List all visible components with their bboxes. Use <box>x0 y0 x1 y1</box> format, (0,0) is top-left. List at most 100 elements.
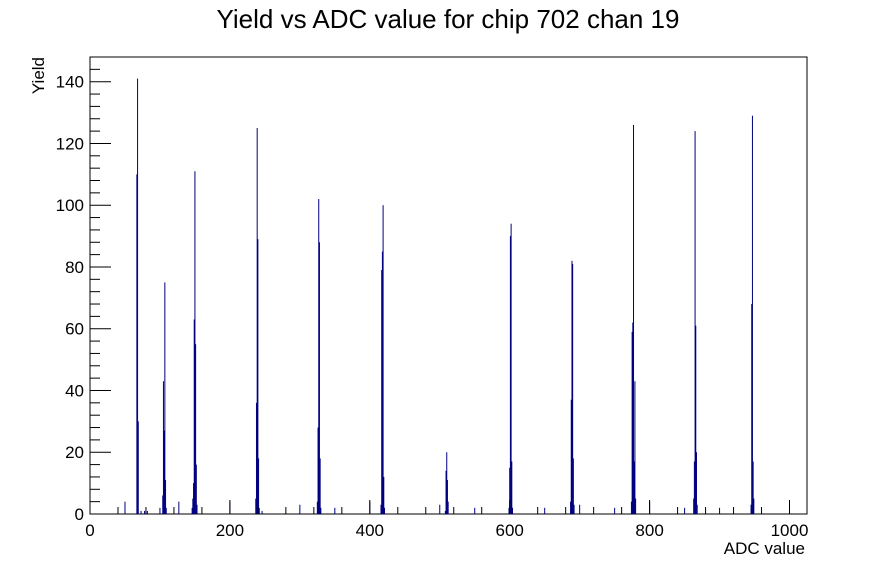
histogram-bar <box>446 480 448 514</box>
histogram-bar <box>318 199 320 515</box>
histogram-bar <box>693 461 695 514</box>
plot-frame <box>89 56 808 515</box>
histogram-bar <box>753 498 755 514</box>
x-axis: 0 200 400 600 800 1000 <box>85 500 808 540</box>
histogram-bar <box>614 507 616 514</box>
histogram-bar <box>334 507 336 514</box>
histogram-bar <box>684 507 686 514</box>
histogram-bar <box>510 223 512 515</box>
histogram-bar <box>255 498 257 514</box>
histogram-bar <box>380 504 382 514</box>
histogram-bar <box>630 501 632 514</box>
histogram-bar <box>512 507 514 514</box>
histogram-bar <box>719 507 721 514</box>
histogram-bar <box>195 464 197 514</box>
y-tick-label: 120 <box>56 134 84 153</box>
chart-title: Yield vs ADC value for chip 702 chan 19 <box>217 4 680 34</box>
y-tick-label: 20 <box>65 443 84 462</box>
x-tick-label: 0 <box>85 521 94 540</box>
histogram-bar <box>319 458 321 514</box>
y-tick-label: 100 <box>56 196 84 215</box>
histogram-bar <box>508 507 510 514</box>
histogram-bar <box>693 498 695 514</box>
histogram-bar <box>445 470 447 514</box>
histogram-bar <box>195 344 197 514</box>
histogram-bar <box>193 319 195 514</box>
histogram-bar <box>194 171 196 514</box>
histogram-bar <box>316 501 318 514</box>
x-tick-label: 200 <box>216 521 244 540</box>
y-axis-label: Yield <box>29 57 48 94</box>
histogram-bar <box>137 78 139 515</box>
x-tick-label: 800 <box>635 521 663 540</box>
histogram-bar <box>164 282 166 514</box>
histogram-bar <box>695 325 697 514</box>
histogram-bar <box>383 476 385 514</box>
histogram-bar <box>694 131 696 515</box>
y-tick-label: 140 <box>56 73 84 92</box>
y-tick-label: 0 <box>75 505 84 524</box>
histogram-bar <box>255 402 257 514</box>
y-tick-label: 80 <box>65 258 84 277</box>
histogram-bar <box>159 507 161 514</box>
histogram-bar <box>572 263 574 514</box>
histogram-bar <box>509 467 511 514</box>
histogram-bar <box>695 452 697 514</box>
histogram-bar <box>146 510 148 514</box>
histogram-bar <box>144 510 146 514</box>
histogram-bar <box>579 504 581 514</box>
histogram-bar <box>381 270 383 514</box>
histogram-bar <box>162 495 164 514</box>
histogram-bar <box>474 507 476 514</box>
histogram-bar <box>570 501 572 514</box>
histogram-bar <box>261 510 263 514</box>
histogram-bar <box>382 205 384 514</box>
histogram-bar <box>751 304 753 514</box>
histogram-bar <box>318 242 320 514</box>
histogram-bar <box>447 501 449 514</box>
histogram-bar <box>509 236 511 514</box>
x-tick-label: 600 <box>496 521 524 540</box>
histogram-bar <box>137 421 139 514</box>
histogram-bar <box>544 507 546 514</box>
histogram-bar <box>191 507 193 514</box>
histogram-bar <box>444 510 446 514</box>
histogram-bar <box>192 498 194 514</box>
histogram-bar <box>165 507 167 514</box>
histogram-bar <box>446 452 448 514</box>
histogram-bar <box>750 504 752 514</box>
histogram-bar <box>256 128 258 514</box>
histogram-bar <box>317 427 319 514</box>
histogram-bar <box>632 322 634 514</box>
histogram-bar <box>163 430 165 514</box>
histogram-bar <box>165 480 167 514</box>
histogram-bar <box>178 501 180 514</box>
histogram-bar <box>383 507 385 514</box>
histogram-bar <box>196 504 198 514</box>
histogram-bar <box>193 483 195 514</box>
histogram-bar <box>511 461 513 514</box>
histogram-bar <box>633 124 635 515</box>
histogram-bar <box>631 331 633 514</box>
y-tick-label: 40 <box>65 381 84 400</box>
histogram-bar <box>258 507 260 514</box>
y-axis: 0 20 40 60 80 100 120 140 <box>56 56 111 524</box>
histogram-bar <box>320 507 322 514</box>
histogram-bar <box>258 458 260 514</box>
histogram-bar <box>634 381 636 514</box>
histogram-bar <box>633 461 635 514</box>
x-tick-label: 400 <box>356 521 384 540</box>
histogram-bar <box>257 239 259 514</box>
y-tick-label: 60 <box>65 320 84 339</box>
histogram-bars <box>124 78 791 515</box>
histogram-bar <box>573 504 575 514</box>
histogram-bar <box>381 251 383 514</box>
histogram-bar <box>136 174 138 514</box>
histogram-bar <box>635 498 637 514</box>
histogram-bar <box>439 504 441 514</box>
x-axis-label: ADC value <box>724 539 805 558</box>
histogram-bar <box>140 510 142 514</box>
histogram-bar <box>696 504 698 514</box>
histogram-bar <box>572 458 574 514</box>
